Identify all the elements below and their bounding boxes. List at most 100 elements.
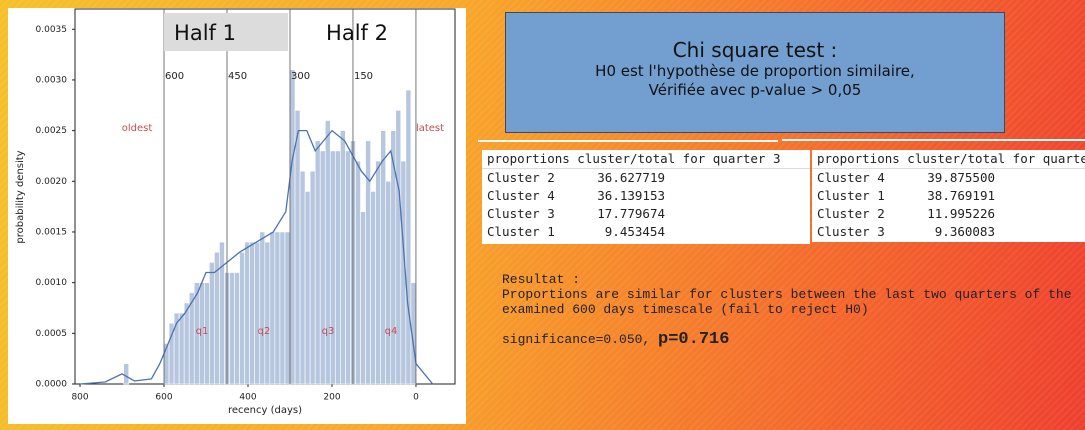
table-header: proportions cluster/total for quarter 3 (482, 150, 810, 169)
bar (259, 231, 266, 385)
bar (375, 160, 381, 385)
bar (249, 241, 256, 385)
x-tick-label: 800 (71, 393, 88, 403)
proportion: 11.995226 (927, 206, 995, 221)
annotation: oldest (122, 123, 153, 134)
cluster-name: Cluster 1 (817, 188, 885, 203)
table-row: Cluster 1 38.769191 (812, 187, 1085, 205)
bar (355, 160, 361, 385)
chart: recency (days) probability density 0.000… (8, 8, 466, 424)
significance: significance=0.050, (502, 332, 659, 347)
result: Resultat : Proportions are similar for cl… (502, 272, 1072, 349)
bar (405, 89, 412, 385)
bar (229, 272, 235, 385)
annotation: q3 (322, 326, 335, 337)
bar (254, 241, 261, 385)
bar (324, 120, 331, 385)
proportion: 36.627719 (597, 170, 665, 185)
table-header: proportions cluster/total for quarter 4 (812, 150, 1085, 169)
cluster-name: Cluster 2 (487, 170, 555, 185)
y-tick-label: 0.0020 (36, 177, 68, 187)
v-line-label: 450 (228, 71, 247, 82)
annotation: latest (416, 123, 444, 134)
cluster-name: Cluster 4 (817, 170, 885, 185)
result-heading: Resultat : (502, 272, 581, 287)
bar (274, 231, 281, 385)
bar (360, 211, 366, 385)
y-tick-label: 0.0010 (36, 278, 68, 288)
bar (123, 363, 130, 385)
x-axis-label: recency (days) (228, 405, 302, 416)
proportion: 38.769191 (927, 188, 995, 203)
bar (299, 170, 306, 385)
bar (319, 150, 326, 385)
annotation: q2 (258, 326, 271, 337)
x-tick-label: 0 (413, 393, 419, 403)
y-axis-label: probability density (15, 150, 26, 243)
bar (345, 150, 351, 385)
v-line-label: 300 (291, 71, 310, 82)
bar (244, 241, 250, 385)
bar (395, 110, 402, 385)
chi-line: Vérifiée avec p-value > 0,05 (648, 81, 862, 99)
y-tick-label: 0.0000 (36, 380, 68, 390)
proportion: 9.453454 (604, 224, 665, 239)
chi-line: H0 est l'hypothèse de proportion similai… (595, 62, 915, 80)
bar (188, 292, 195, 385)
annotation: q4 (385, 326, 398, 337)
y-tick-label: 0.0030 (36, 75, 68, 85)
proportion: 36.139153 (597, 188, 665, 203)
x-tick-label: 600 (155, 393, 172, 403)
result-line: Proportions are similar for clusters bet… (502, 287, 1072, 302)
rule (478, 140, 778, 142)
bar (163, 343, 170, 385)
proportion: 39.875500 (927, 170, 995, 185)
half-box (164, 13, 288, 51)
v-line-label: 600 (165, 71, 184, 82)
cluster-name: Cluster 2 (817, 206, 885, 221)
bar (269, 231, 276, 385)
y-tick-label: 0.0015 (36, 227, 68, 237)
p-value: p=0.716 (658, 330, 730, 349)
bar (335, 150, 341, 385)
half-label: Half 1 (174, 21, 236, 45)
kde-line (79, 129, 434, 385)
x-tick-label: 400 (239, 393, 256, 403)
table-row: Cluster 2 36.627719 (482, 169, 810, 187)
chi-square-box: Chi square test : H0 est l'hypothèse de … (505, 12, 1005, 133)
bar (209, 262, 215, 385)
v-line-label: 150 (354, 71, 373, 82)
annotation: q1 (196, 326, 209, 337)
bar (329, 150, 336, 385)
bar (340, 130, 346, 385)
bar (309, 170, 316, 385)
bar (370, 191, 376, 385)
cluster-name: Cluster 1 (487, 224, 555, 239)
cluster-name: Cluster 3 (487, 206, 555, 221)
y-tick-label: 0.0005 (36, 329, 68, 339)
bar (264, 241, 271, 385)
bar (385, 180, 392, 385)
bar (178, 312, 185, 385)
cluster-name: Cluster 4 (487, 188, 555, 203)
proportion: 9.360083 (934, 224, 995, 239)
table-row: Cluster 3 9.360083 (812, 223, 1085, 241)
bar (279, 231, 286, 385)
bar (284, 231, 291, 385)
bar (219, 241, 225, 385)
chi-title: Chi square test : (672, 38, 838, 62)
table-row: Cluster 2 11.995226 (812, 205, 1085, 223)
bar (314, 140, 321, 385)
bar (294, 110, 301, 385)
bar (239, 251, 245, 385)
rule (782, 139, 1085, 141)
bar (234, 272, 240, 385)
half-label: Half 2 (326, 21, 388, 45)
cluster-name: Cluster 3 (817, 224, 885, 239)
y-tick-label: 0.0025 (36, 126, 68, 136)
table-row: Cluster 1 9.453454 (482, 223, 810, 241)
y-tick-label: 0.0035 (36, 25, 68, 35)
bar (289, 69, 296, 385)
